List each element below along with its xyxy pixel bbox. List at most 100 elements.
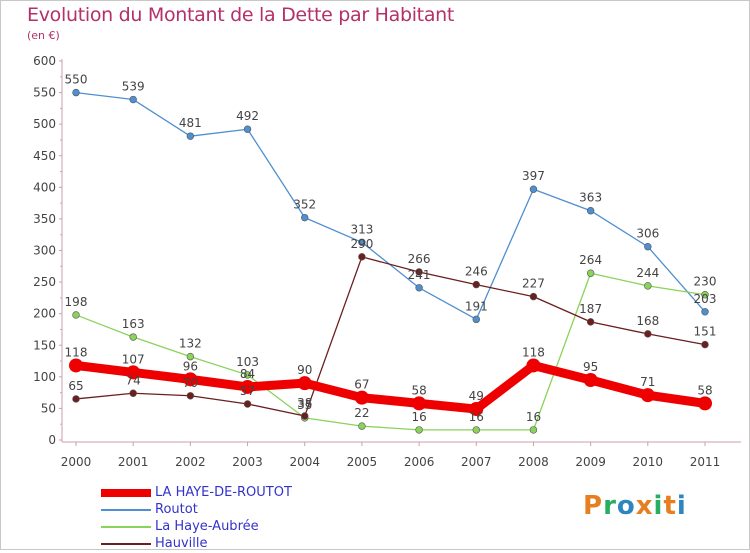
data-label: 539: [122, 80, 145, 94]
data-label: 57: [240, 384, 255, 398]
y-tick-label: 100: [33, 370, 56, 384]
chart-title: Evolution du Montant de la Dette par Hab…: [27, 4, 455, 26]
data-point: [415, 284, 423, 292]
data-label: 352: [293, 198, 316, 212]
data-label: 397: [522, 169, 545, 183]
brand-letter: i: [676, 491, 687, 521]
data-point: [183, 372, 198, 387]
series-line: [75, 272, 706, 431]
data-point: [301, 213, 309, 222]
y-tick-label: 450: [33, 149, 56, 163]
data-label: 550: [65, 73, 88, 87]
x-tick-label: 2006: [404, 455, 435, 469]
x-tick-label: 2001: [118, 455, 149, 469]
data-point: [412, 396, 427, 411]
data-point: [472, 426, 480, 434]
data-point: [358, 253, 366, 261]
data-label: 227: [522, 277, 545, 291]
chart-axes: 0 50 100 150 200 250 300 350 400 450 500 550 600 2000…: [33, 54, 741, 469]
data-label: 67: [354, 378, 369, 392]
data-label: 95: [583, 360, 598, 374]
data-point: [186, 352, 195, 361]
y-tick-label: 350: [33, 212, 56, 226]
data-point: [297, 376, 312, 391]
data-point: [701, 308, 709, 316]
data-label: 49: [469, 389, 484, 403]
data-label: 132: [179, 337, 202, 351]
y-tick-label: 250: [33, 275, 56, 289]
data-point: [586, 318, 595, 326]
data-point: [72, 88, 80, 97]
x-tick-label: 2008: [518, 455, 549, 469]
legend-swatch: [101, 509, 151, 511]
data-label: 58: [411, 383, 426, 397]
data-label: 16: [526, 410, 541, 424]
legend-label: Hauville: [155, 536, 208, 551]
series-routot: [72, 88, 709, 324]
data-point: [72, 395, 80, 403]
y-tick-label: 500: [33, 117, 56, 131]
data-label: 58: [697, 383, 712, 397]
data-label: 96: [183, 359, 198, 373]
data-labels-layer: 550 539 481 492 352 313 241 191 397 363 306 203 198 1…: [65, 73, 717, 424]
data-point: [129, 389, 137, 397]
data-label: 151: [694, 325, 717, 339]
data-point: [469, 402, 484, 417]
data-label: 168: [636, 314, 659, 328]
data-label: 16: [469, 410, 484, 424]
brand-letter: x: [635, 491, 654, 521]
brand-letter: P: [583, 491, 604, 521]
x-tick-label: 2002: [175, 455, 206, 469]
data-point: [644, 330, 652, 338]
series-layer: [69, 88, 712, 434]
series-la-haye-de-routot: [69, 358, 712, 417]
x-tick-label: 2007: [461, 455, 492, 469]
series-la-haye-aubr-e: [72, 269, 709, 434]
data-label: 103: [236, 355, 259, 369]
y-tick-label: 600: [33, 54, 56, 68]
legend-swatch: [101, 489, 151, 497]
data-label: 35: [297, 398, 312, 412]
data-label: 107: [122, 352, 145, 366]
data-label: 163: [122, 317, 145, 331]
data-point: [240, 379, 255, 394]
data-point: [526, 358, 541, 373]
y-tick-label: 300: [33, 244, 56, 258]
data-point: [354, 390, 369, 405]
data-point: [126, 365, 141, 380]
series-line: [71, 360, 710, 414]
y-tick-label: 400: [33, 180, 56, 194]
data-label: 244: [636, 266, 659, 280]
brand-letter: r: [603, 491, 617, 521]
data-label: 90: [297, 363, 312, 377]
brand-letter: o: [616, 491, 636, 521]
data-point: [129, 95, 137, 104]
data-point: [186, 132, 195, 140]
data-label: 313: [350, 222, 373, 236]
data-point: [301, 412, 309, 420]
data-point: [243, 371, 252, 379]
data-label: 38: [297, 396, 312, 410]
data-point: [186, 392, 195, 400]
data-point: [644, 243, 652, 251]
data-point: [415, 426, 423, 434]
brand-letter: t: [663, 491, 677, 521]
data-label: 306: [636, 227, 659, 241]
data-point: [644, 282, 652, 290]
data-point: [243, 400, 252, 408]
x-tick-label: 2011: [690, 455, 721, 469]
data-label: 230: [694, 275, 717, 289]
series-hauville: [72, 253, 709, 420]
legend-label: LA HAYE-DE-ROUTOT: [155, 485, 292, 500]
legend-label: La Haye-Aubrée: [155, 519, 259, 534]
data-label: 290: [350, 237, 373, 251]
data-label: 363: [579, 191, 602, 205]
data-point: [243, 125, 252, 133]
data-label: 16: [411, 410, 426, 424]
series-line: [75, 256, 706, 417]
data-point: [415, 268, 423, 276]
data-label: 118: [65, 345, 88, 359]
data-label: 118: [522, 345, 545, 359]
data-point: [586, 269, 595, 277]
